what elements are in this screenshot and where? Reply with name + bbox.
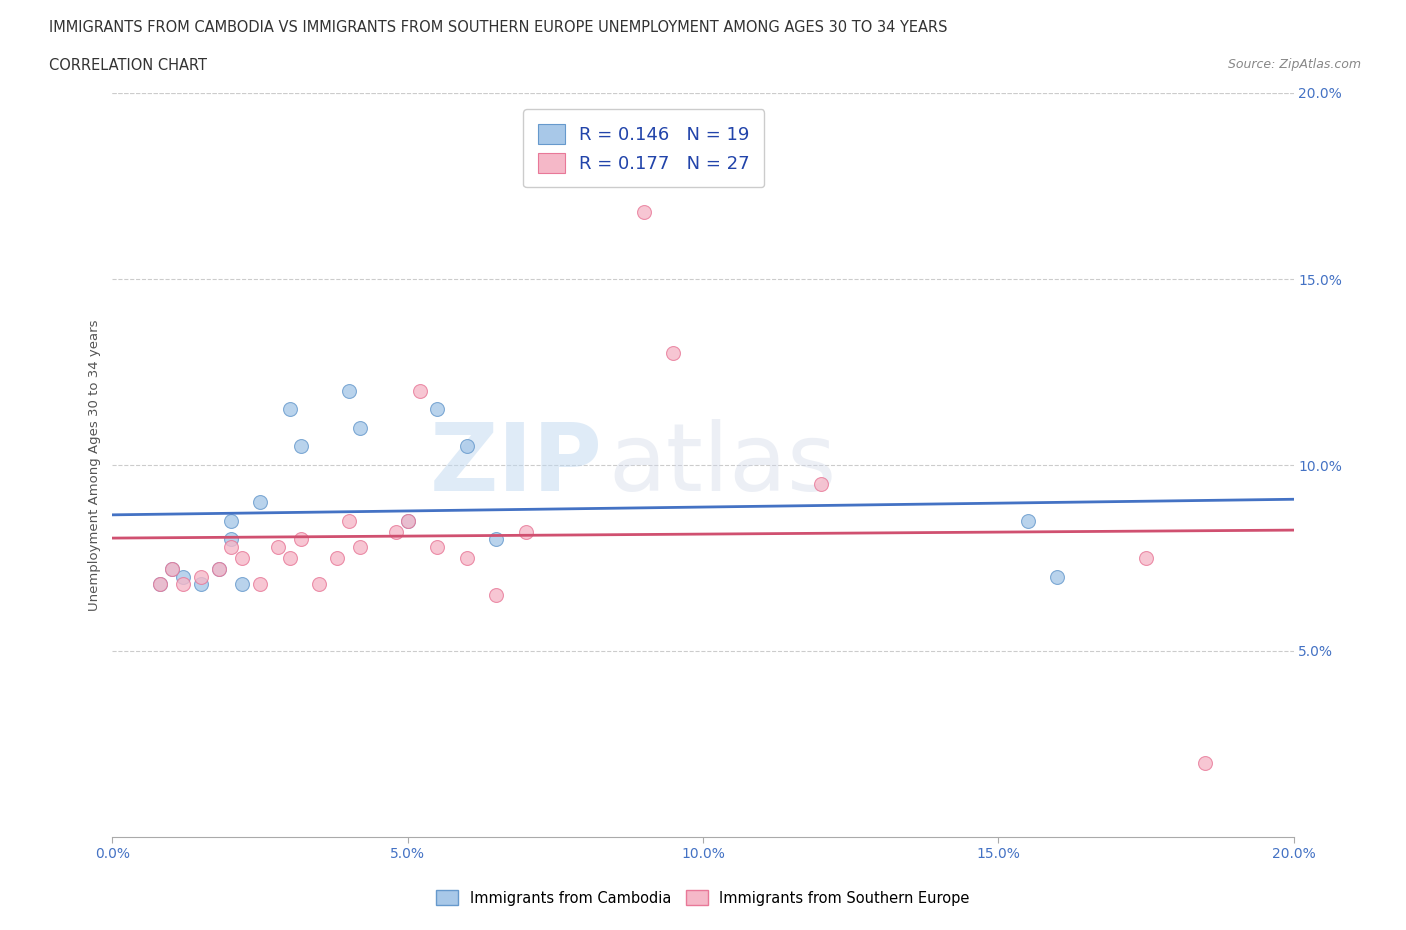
Point xyxy=(290,532,312,547)
Point xyxy=(633,205,655,219)
Point xyxy=(249,577,271,591)
Y-axis label: Unemployment Among Ages 30 to 34 years: Unemployment Among Ages 30 to 34 years xyxy=(89,319,101,611)
Point xyxy=(456,439,478,454)
Point xyxy=(172,569,194,584)
Point xyxy=(208,562,231,577)
Point xyxy=(231,577,253,591)
Point xyxy=(267,539,290,554)
Point xyxy=(290,439,312,454)
Point xyxy=(385,525,408,539)
Point xyxy=(308,577,330,591)
Point xyxy=(662,346,685,361)
Point xyxy=(278,402,301,417)
Text: atlas: atlas xyxy=(609,419,837,511)
Point xyxy=(160,562,183,577)
Text: CORRELATION CHART: CORRELATION CHART xyxy=(49,58,207,73)
Point xyxy=(1135,551,1157,565)
Point xyxy=(349,539,371,554)
Point xyxy=(337,383,360,398)
Text: IMMIGRANTS FROM CAMBODIA VS IMMIGRANTS FROM SOUTHERN EUROPE UNEMPLOYMENT AMONG A: IMMIGRANTS FROM CAMBODIA VS IMMIGRANTS F… xyxy=(49,20,948,35)
Point xyxy=(337,513,360,528)
Point xyxy=(1017,513,1039,528)
Point xyxy=(456,551,478,565)
Legend: R = 0.146   N = 19, R = 0.177   N = 27: R = 0.146 N = 19, R = 0.177 N = 27 xyxy=(523,110,765,187)
Point xyxy=(1046,569,1069,584)
Point xyxy=(426,402,449,417)
Point xyxy=(208,562,231,577)
Point xyxy=(172,577,194,591)
Point xyxy=(326,551,349,565)
Point xyxy=(149,577,172,591)
Point xyxy=(396,513,419,528)
Point xyxy=(408,383,430,398)
Point xyxy=(190,577,212,591)
Point xyxy=(810,476,832,491)
Point xyxy=(219,532,242,547)
Point xyxy=(485,532,508,547)
Legend: Immigrants from Cambodia, Immigrants from Southern Europe: Immigrants from Cambodia, Immigrants fro… xyxy=(430,884,976,911)
Point xyxy=(160,562,183,577)
Point xyxy=(396,513,419,528)
Point xyxy=(219,539,242,554)
Point xyxy=(219,513,242,528)
Text: ZIP: ZIP xyxy=(430,419,603,511)
Point xyxy=(349,420,371,435)
Point xyxy=(485,588,508,603)
Point xyxy=(278,551,301,565)
Point xyxy=(249,495,271,510)
Point xyxy=(426,539,449,554)
Point xyxy=(515,525,537,539)
Point xyxy=(1194,755,1216,770)
Text: Source: ZipAtlas.com: Source: ZipAtlas.com xyxy=(1227,58,1361,71)
Point xyxy=(190,569,212,584)
Point xyxy=(231,551,253,565)
Point xyxy=(149,577,172,591)
